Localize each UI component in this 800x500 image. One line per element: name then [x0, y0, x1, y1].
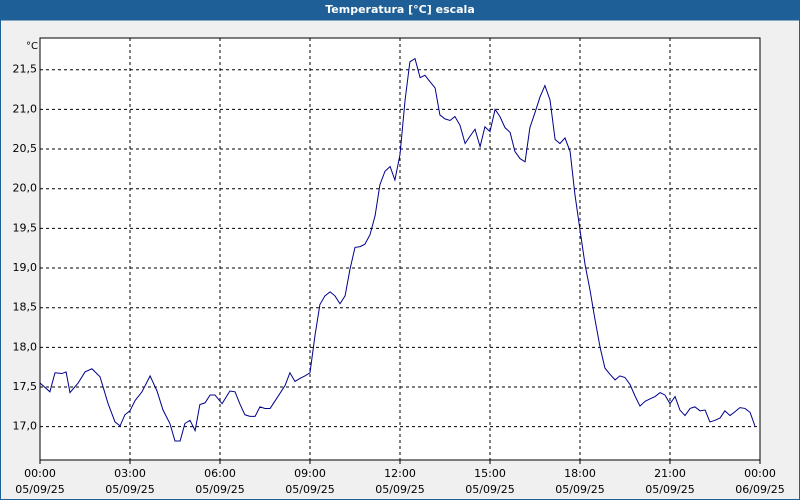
x-tick-label: 21:00: [654, 467, 686, 480]
x-tick-date: 05/09/25: [105, 483, 154, 496]
x-tick-label: 00:00: [24, 467, 56, 480]
y-tick-label: 20,5: [13, 142, 38, 155]
x-tick-date: 05/09/25: [375, 483, 424, 496]
x-tick-date: 05/09/25: [15, 483, 64, 496]
x-tick-date: 05/09/25: [465, 483, 514, 496]
x-tick-label: 15:00: [474, 467, 506, 480]
y-tick-label: 17,0: [13, 420, 38, 433]
title-bar: [0, 0, 800, 20]
x-tick-label: 03:00: [114, 467, 146, 480]
x-tick-date: 05/09/25: [195, 483, 244, 496]
y-tick-label: 21,0: [13, 102, 38, 115]
y-tick-label: 19,5: [13, 221, 38, 234]
x-tick-date: 05/09/25: [555, 483, 604, 496]
plot-border: [39, 37, 761, 461]
x-tick-label: 00:00: [744, 467, 776, 480]
x-tick-label: 12:00: [384, 467, 416, 480]
y-axis-unit: °C: [26, 41, 38, 52]
x-tick-date: 05/09/25: [285, 483, 334, 496]
y-tick-label: 18,5: [13, 301, 38, 314]
y-tick-label: 21,5: [13, 63, 38, 76]
x-tick-date: 06/09/25: [735, 483, 784, 496]
y-tick-label: 17,5: [13, 380, 38, 393]
x-tick-label: 06:00: [204, 467, 236, 480]
y-tick-label: 19,0: [13, 261, 38, 274]
x-tick-label: 09:00: [294, 467, 326, 480]
x-tick-date: 05/09/25: [645, 483, 694, 496]
x-tick-label: 18:00: [564, 467, 596, 480]
temperature-line: [39, 57, 756, 442]
y-tick-label: 20,0: [13, 182, 38, 195]
y-tick-label: 18,0: [13, 340, 38, 353]
chart-title: Temperatura [°C] escala: [325, 3, 475, 16]
